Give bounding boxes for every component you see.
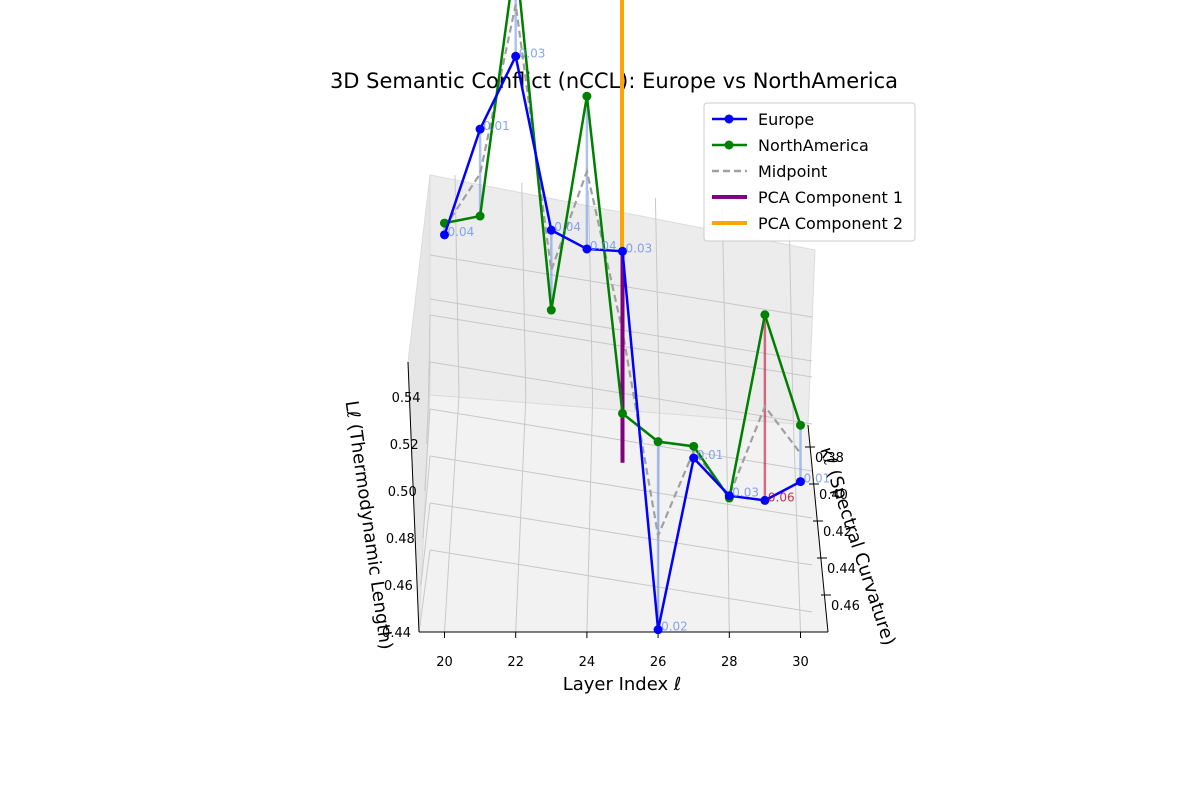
x-gridline-back <box>654 197 660 405</box>
europe-point <box>689 453 699 463</box>
z-axis-label: Lℓ (Thermodynamic Length) <box>341 399 397 651</box>
northamerica-point <box>546 305 556 315</box>
legend-label-pca2: PCA Component 2 <box>758 214 903 233</box>
europe-point <box>760 495 770 505</box>
conflict-label: 0.01 <box>697 448 724 462</box>
x-gridline-floor <box>444 394 460 633</box>
conflict-label: 0.02 <box>661 620 688 634</box>
europe-point <box>796 477 805 487</box>
northamerica-point <box>582 91 592 101</box>
x-gridline-back <box>454 174 460 396</box>
z-tick-label: 0.44 <box>382 626 411 641</box>
x-gridline-back <box>521 182 527 399</box>
pca-components <box>620 0 625 463</box>
y-tick-label: 0.46 <box>831 599 860 614</box>
europe-point <box>618 246 627 256</box>
z-tick-label: 0.50 <box>388 485 417 500</box>
legend-marker-northamerica <box>724 140 734 150</box>
axis-lines <box>407 361 831 638</box>
y-tick-label: 0.42 <box>823 525 852 540</box>
x-gridline-back <box>788 212 794 411</box>
x-gridline-floor <box>792 409 801 633</box>
x-tick-label: 28 <box>721 655 738 670</box>
z-tick-label: 0.46 <box>384 579 413 594</box>
x-tick-label: 24 <box>579 655 596 670</box>
x-tick-label: 22 <box>507 655 524 670</box>
z-gridline-side <box>424 408 431 492</box>
x-tick-label: 20 <box>436 655 453 670</box>
northamerica-point <box>689 441 699 451</box>
legend-entry-pca1: PCA Component 1 <box>712 188 903 207</box>
legend-frame <box>703 102 916 242</box>
x-axis-label: Layer Index ℓ <box>563 674 682 695</box>
y-axis-line <box>807 424 829 633</box>
europe-point <box>440 230 449 240</box>
z-gridline-back <box>429 502 813 566</box>
conflict-label: 0.03 <box>626 241 653 255</box>
conflict-label: 0.03 <box>732 486 759 500</box>
z-axis-line <box>407 361 420 633</box>
conflict-annotations: 0.04 0.01 0.03 0.04 0.04 0.03 0.02 0.01 0.03 0.06… <box>448 46 831 633</box>
z-gridline-side <box>418 549 431 633</box>
conflict-label: 0.04 <box>448 225 475 239</box>
legend-entry-northamerica: NorthAmerica <box>712 136 869 155</box>
x-tick-label: 26 <box>650 655 667 670</box>
x-gridline-floor <box>725 406 730 633</box>
data-series <box>440 0 805 635</box>
y-tick-label: 0.44 <box>827 562 856 577</box>
europe-point <box>511 51 521 61</box>
northamerica-point <box>796 420 805 430</box>
northamerica-point <box>653 437 663 447</box>
chart-title: 3D Semantic Conflict (nCCL): Europe vs N… <box>330 69 898 93</box>
tick-labels: 20 22 24 26 28 30 0.44 0.46 0.48 0.50 0.52 0.54 0.38… <box>382 391 860 670</box>
legend-label-europe: Europe <box>758 110 814 129</box>
conflict-label: 0.04 <box>590 239 617 253</box>
conflict-label: 0.01 <box>804 472 831 486</box>
legend: Europe NorthAmerica Midpoint PCA Compone… <box>703 102 916 242</box>
europe-point <box>582 244 592 254</box>
europe-point <box>475 124 485 134</box>
europe-point <box>653 625 663 635</box>
europe-point <box>724 491 734 501</box>
conflict-label: 0.04 <box>554 220 581 234</box>
legend-entry-pca2: PCA Component 2 <box>712 214 903 233</box>
legend-label-northamerica: NorthAmerica <box>758 136 869 155</box>
z-gridline-side <box>422 455 431 539</box>
z-gridline-side <box>420 502 431 586</box>
y-tick-label: 0.40 <box>819 488 848 503</box>
legend-label-pca1: PCA Component 1 <box>758 188 903 207</box>
legend-label-midpoint: Midpoint <box>758 162 827 181</box>
conflict-label: 0.03 <box>519 46 546 60</box>
z-tick-label: 0.48 <box>386 532 415 547</box>
y-tick-label: 0.38 <box>815 451 844 466</box>
x-gridline-floor <box>515 397 527 633</box>
conflict-label: 0.06 <box>768 490 795 504</box>
northamerica-point <box>475 211 485 221</box>
europe-point <box>546 225 556 235</box>
legend-entry-midpoint: Midpoint <box>712 162 827 181</box>
northamerica-point <box>760 310 770 320</box>
z-tick-label: 0.54 <box>392 391 421 406</box>
conflict-label: 0.01 <box>483 119 510 133</box>
legend-entry-europe: Europe <box>712 110 814 129</box>
northamerica-point <box>618 408 627 418</box>
z-gridline-side <box>428 314 431 398</box>
z-gridline-back <box>429 549 813 613</box>
z-tick-label: 0.52 <box>390 438 419 453</box>
legend-marker-europe <box>724 114 734 124</box>
x-tick-label: 30 <box>792 655 809 670</box>
z-gridline-back <box>429 455 813 519</box>
x-gridline-floor <box>586 400 594 633</box>
x-gridline-back <box>588 190 594 402</box>
